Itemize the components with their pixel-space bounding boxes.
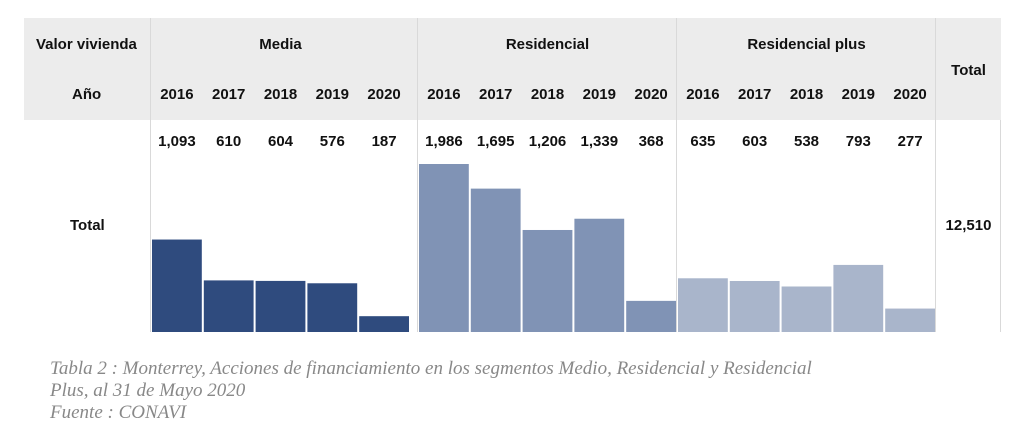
year-header: 2016 (686, 86, 719, 103)
year-header: 2019 (583, 86, 616, 103)
bar-media-2020 (359, 316, 409, 332)
data-label: 635 (690, 133, 715, 150)
year-header: 2020 (893, 86, 926, 103)
year-header: 2019 (316, 86, 349, 103)
caption-line-3: Fuente : CONAVI (50, 402, 187, 423)
separator-left (150, 18, 151, 332)
data-label: 277 (898, 133, 923, 150)
year-header: 2018 (264, 86, 297, 103)
year-header: 2017 (738, 86, 771, 103)
year-header: 2019 (842, 86, 875, 103)
separator-residencial-plus (676, 18, 677, 332)
bar-media-2016 (152, 239, 202, 332)
header-band-total (936, 18, 1001, 120)
group-header-residencial-plus: Residencial plus (747, 36, 865, 53)
year-header: 2018 (531, 86, 564, 103)
data-label: 1,695 (477, 133, 515, 150)
row-label-total: Total (70, 217, 105, 234)
bar-chart: Media 2016 1,093 2017 610 2018 604 2019 576 2020 1… (152, 36, 935, 332)
year-header: 2017 (212, 86, 245, 103)
year-header: 2016 (160, 86, 193, 103)
data-label: 538 (794, 133, 819, 150)
separator-right (1000, 120, 1001, 332)
year-header: 2020 (634, 86, 667, 103)
bar-residencial-2017 (470, 188, 521, 332)
data-label: 187 (372, 133, 397, 150)
year-header: 2017 (479, 86, 512, 103)
separator-total (935, 18, 936, 332)
caption-line-1: Tabla 2 : Monterrey, Acciones de financi… (50, 358, 812, 379)
data-label: 603 (742, 133, 767, 150)
data-label: 576 (320, 133, 345, 150)
data-label: 1,339 (581, 133, 619, 150)
data-label: 793 (846, 133, 871, 150)
bar-residencial-plus-2019 (833, 264, 884, 332)
bar-media-2018 (255, 280, 306, 332)
row-label-valor-vivienda: Valor vivienda (36, 36, 137, 53)
header-band-left (24, 18, 150, 120)
data-label: 1,206 (529, 133, 567, 150)
bar-residencial-2018 (522, 229, 573, 332)
bar-residencial-plus-2018 (781, 286, 832, 332)
header-band-main (150, 18, 936, 120)
bar-media-2019 (307, 283, 358, 332)
bar-residencial-plus-2017 (729, 280, 780, 332)
row-label-year: Año (72, 86, 102, 103)
grand-total-value: 12,510 (945, 217, 992, 234)
bar-residencial-plus-2020 (885, 308, 935, 332)
bar-residencial-plus-2016 (678, 278, 728, 332)
data-label: 604 (268, 133, 294, 150)
data-label: 368 (639, 133, 664, 150)
financing-table: Valor vivienda Año Total Total 12,510 Me… (24, 18, 1001, 332)
year-header: 2020 (367, 86, 400, 103)
bar-residencial-2019 (574, 218, 625, 332)
year-header: 2016 (427, 86, 460, 103)
table-caption: Tabla 2 : Monterrey, Acciones de financi… (50, 358, 950, 424)
year-header: 2018 (790, 86, 823, 103)
bar-media-2017 (203, 280, 254, 332)
data-label: 1,093 (158, 133, 196, 150)
group-header-media: Media (259, 36, 302, 53)
group-header-residencial: Residencial (506, 36, 589, 53)
total-column-header: Total (951, 62, 986, 79)
caption-line-2: Plus, al 31 de Mayo 2020 (50, 380, 246, 401)
bar-residencial-2016 (419, 164, 469, 332)
separator-media-residencial (417, 18, 418, 332)
data-label: 1,986 (425, 133, 463, 150)
bar-residencial-2020 (626, 300, 676, 332)
data-label: 610 (216, 133, 241, 150)
